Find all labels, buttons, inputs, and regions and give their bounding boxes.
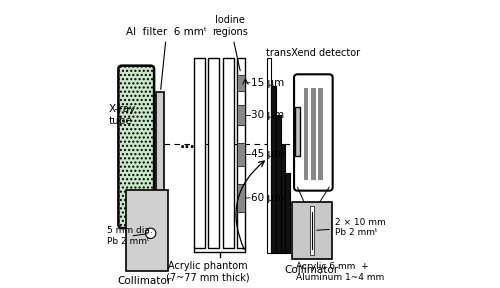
Bar	[126, 190, 168, 271]
Bar	[318, 88, 324, 180]
FancyBboxPatch shape	[118, 66, 154, 228]
Text: 5 mm dia.
Pb 2 mmᵗ: 5 mm dia. Pb 2 mmᵗ	[108, 226, 153, 246]
Bar	[238, 143, 244, 166]
Bar	[222, 58, 234, 248]
Text: Iodine
regions: Iodine regions	[212, 15, 248, 71]
Text: Acrylic phantom
(7~77 mm thick): Acrylic phantom (7~77 mm thick)	[166, 262, 250, 283]
Bar	[276, 115, 280, 253]
Bar	[194, 58, 205, 248]
Text: Collimator: Collimator	[118, 276, 172, 286]
Bar	[156, 92, 164, 202]
Bar	[310, 206, 314, 255]
Bar	[316, 88, 318, 180]
Bar	[272, 86, 276, 253]
Text: 45 μm: 45 μm	[250, 149, 284, 159]
Text: 30 μm: 30 μm	[250, 110, 284, 120]
Bar	[237, 58, 246, 248]
Text: Collimator: Collimator	[284, 265, 338, 275]
Bar	[304, 88, 308, 180]
Bar	[285, 173, 290, 253]
Bar	[238, 75, 244, 91]
Bar	[208, 58, 219, 248]
Bar	[280, 144, 285, 253]
Bar	[311, 88, 316, 180]
Bar	[238, 105, 244, 125]
Bar	[292, 202, 332, 259]
Circle shape	[146, 228, 156, 238]
Text: X-ray
tube: X-ray tube	[109, 105, 136, 126]
Bar	[294, 107, 300, 156]
Bar	[308, 88, 311, 180]
Text: Al  filter  6 mmᵗ: Al filter 6 mmᵗ	[126, 27, 207, 89]
Text: ...: ...	[180, 137, 195, 151]
Text: Acrylic 6 mm  +
Aluminum 1~4 mm: Acrylic 6 mm + Aluminum 1~4 mm	[296, 262, 384, 282]
Text: 60 μm: 60 μm	[250, 193, 284, 203]
Text: transXend detector: transXend detector	[266, 48, 360, 58]
Text: 15 μm: 15 μm	[250, 78, 284, 88]
Bar	[266, 58, 272, 253]
Text: 2 × 10 mm
Pb 2 mmᵗ: 2 × 10 mm Pb 2 mmᵗ	[316, 218, 386, 237]
Bar	[238, 184, 244, 212]
FancyBboxPatch shape	[294, 74, 333, 191]
